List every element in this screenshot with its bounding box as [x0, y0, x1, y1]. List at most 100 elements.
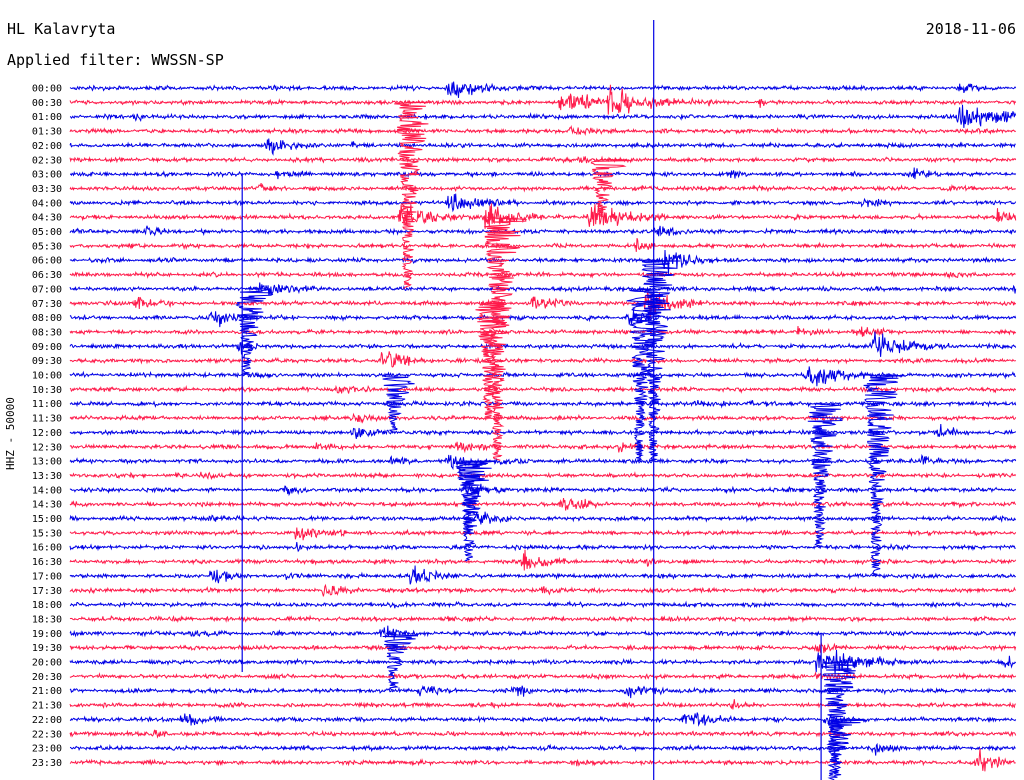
- trace-1300: [69, 454, 1017, 471]
- time-tick-label: 18:00: [32, 600, 62, 611]
- time-tick-label: 19:30: [32, 643, 62, 654]
- time-tick-label: 10:30: [32, 385, 62, 396]
- trace-0000: [69, 81, 1017, 98]
- time-tick-label: 11:30: [32, 414, 62, 425]
- time-tick-label: 05:30: [32, 241, 62, 252]
- trace-1900: [69, 625, 1017, 640]
- time-tick-label: 23:30: [32, 758, 62, 769]
- time-tick-label: 22:30: [32, 729, 62, 740]
- trace-2200: [69, 712, 1017, 727]
- time-tick-label: 20:00: [32, 658, 62, 669]
- trace-1200: [69, 423, 1017, 439]
- trace-0330: [69, 182, 1016, 193]
- trace-0130: [69, 124, 1017, 136]
- trace-1230: [69, 441, 1017, 454]
- time-tick-label: 17:00: [32, 571, 62, 582]
- trace-1330: [69, 471, 1017, 481]
- trace-0530: [69, 238, 1016, 252]
- time-tick-label: 03:30: [32, 184, 62, 195]
- time-tick-label: 08:00: [32, 313, 62, 324]
- trace-0230: [69, 155, 1017, 164]
- trace-1730: [69, 583, 1017, 597]
- trace-0730: [69, 291, 1017, 320]
- trace-0400: [69, 193, 1017, 213]
- time-tick-label: 23:00: [32, 744, 62, 755]
- trace-0300: [70, 167, 1017, 180]
- time-tick-label: 12:00: [32, 428, 62, 439]
- time-tick-label: 00:00: [32, 84, 62, 95]
- trace-0930: [69, 351, 1017, 368]
- time-tick-label: 06:30: [32, 270, 62, 281]
- time-tick-label: 22:00: [32, 715, 62, 726]
- trace-1830: [69, 614, 1017, 624]
- event-tail: [455, 460, 492, 533]
- trace-0100: [69, 104, 1017, 128]
- time-tick-label: 04:30: [32, 213, 62, 224]
- trace-2030: [69, 671, 1017, 681]
- time-tick-label: 10:00: [32, 371, 62, 382]
- time-tick-label: 07:30: [32, 299, 62, 310]
- trace-1630: [69, 549, 1017, 571]
- trace-1530: [69, 527, 1017, 541]
- time-tick-label: 02:00: [32, 141, 62, 152]
- trace-0600: [69, 249, 1016, 275]
- time-tick-label: 16:00: [32, 543, 62, 554]
- trace-1800: [69, 600, 1017, 609]
- time-tick-label: 07:00: [32, 284, 62, 295]
- trace-1600: [69, 542, 1016, 553]
- trace-2230: [69, 729, 1017, 739]
- time-tick-label: 13:30: [32, 471, 62, 482]
- time-tick-label: 14:00: [32, 485, 62, 496]
- time-tick-label: 02:30: [32, 155, 62, 166]
- trace-1030: [69, 384, 1017, 394]
- time-tick-label: 20:30: [32, 672, 62, 683]
- time-tick-label: 09:30: [32, 356, 62, 367]
- time-tick-label: 09:00: [32, 342, 62, 353]
- trace-0200: [69, 138, 1016, 156]
- time-tick-label: 19:00: [32, 629, 62, 640]
- trace-1430: [69, 498, 1017, 511]
- trace-0430: [69, 203, 1017, 229]
- trace-2300: [69, 742, 1016, 756]
- time-tick-label: 14:30: [32, 500, 62, 511]
- time-tick-label: 15:00: [32, 514, 62, 525]
- time-tick-label: 06:00: [32, 256, 62, 267]
- time-tick-label: 04:00: [32, 198, 62, 209]
- trace-0700: [69, 282, 1017, 296]
- trace-0030: [69, 84, 1017, 115]
- trace-1000: [69, 366, 1016, 387]
- time-tick-label: 18:30: [32, 614, 62, 625]
- time-tick-label: 05:00: [32, 227, 62, 238]
- event-tail: [381, 374, 415, 433]
- trace-1500: [69, 511, 1017, 525]
- filter-label: Applied filter: WWSSN-SP: [7, 51, 224, 69]
- event-tail: [382, 632, 419, 691]
- time-tick-label: 01:00: [32, 112, 62, 123]
- trace-1100: [69, 399, 1017, 409]
- trace-0830: [69, 326, 1017, 337]
- time-tick-label: 17:30: [32, 586, 62, 597]
- event-tail: [475, 302, 512, 419]
- time-tick-label: 16:30: [32, 557, 62, 568]
- trace-0900: [69, 331, 1017, 357]
- trace-1130: [69, 412, 1017, 424]
- trace-1700: [69, 565, 1017, 585]
- time-tick-label: 11:00: [32, 399, 62, 410]
- trace-2000: [69, 649, 1017, 675]
- time-tick-label: 08:30: [32, 327, 62, 338]
- time-tick-label: 00:30: [32, 98, 62, 109]
- event-tail: [641, 259, 681, 462]
- time-tick-label: 13:00: [32, 457, 62, 468]
- trace-0500: [69, 225, 1017, 237]
- trace-2330: [69, 748, 1016, 772]
- event-tail: [235, 288, 274, 375]
- trace-0800: [69, 310, 1017, 328]
- trace-2130: [69, 699, 1017, 710]
- event-tail: [861, 374, 905, 577]
- date-label: 2018-11-06: [925, 20, 1016, 38]
- event-tail: [827, 718, 866, 777]
- time-tick-label: 21:30: [32, 701, 62, 712]
- time-tick-label: 15:30: [32, 528, 62, 539]
- trace-2100: [69, 685, 1017, 699]
